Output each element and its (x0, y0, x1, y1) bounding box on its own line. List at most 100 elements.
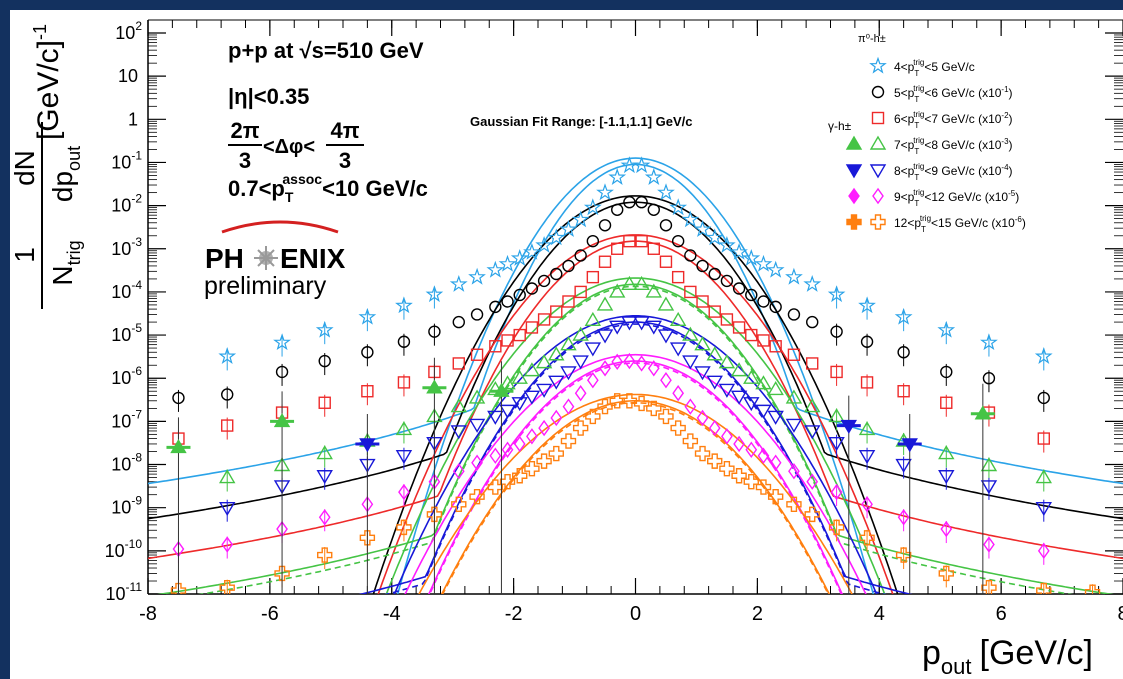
y-tick-label: 10-2 (111, 192, 142, 216)
y-tick-label: 10-10 (105, 537, 143, 561)
data-point (861, 496, 873, 513)
data-point (560, 336, 577, 351)
data-point (860, 376, 874, 389)
svg-text:dpout: dpout (47, 146, 84, 202)
data-point (827, 285, 846, 303)
filled-data-point (426, 379, 443, 394)
y-axis-fraction: 1 Ntrig (9, 201, 84, 309)
data-point (523, 243, 541, 260)
legend-marker-filled (845, 164, 863, 179)
annotation-passoc: 0.7<pTassoc<10 GeV/c (228, 171, 428, 205)
data-point (611, 242, 624, 255)
data-point (221, 388, 234, 401)
data-point (755, 404, 772, 419)
data-point (721, 428, 733, 445)
y-tick-label: 10-1 (111, 148, 142, 172)
data-point (785, 418, 803, 433)
data-point (526, 428, 538, 445)
data-point (489, 447, 502, 464)
x-tick-label: 8 (1117, 603, 1123, 625)
data-point (1035, 469, 1052, 484)
gauss-fit-1 (372, 195, 899, 594)
data-point (718, 383, 736, 398)
filled-data-point (170, 438, 187, 454)
data-point (470, 348, 484, 361)
data-point (787, 348, 801, 361)
data-point (358, 307, 377, 325)
data-point (572, 355, 589, 370)
data-point (743, 397, 760, 412)
legend-label: 12<pTtrig<15 GeV/c (x10-6) (894, 214, 1026, 234)
data-point (743, 369, 760, 384)
data-point (983, 536, 995, 553)
y-tick-label: 10-5 (111, 321, 142, 345)
annotation-dphi: 2π 3 <Δφ< 4π 3 (228, 118, 364, 173)
data-point (733, 435, 745, 453)
data-point (498, 254, 517, 272)
y-axis-pre-den: N (47, 265, 78, 285)
data-point (574, 285, 587, 299)
data-point (682, 355, 699, 370)
data-point (586, 270, 600, 284)
data-point (471, 454, 483, 471)
filled-data-point (493, 382, 510, 397)
data-point (562, 295, 575, 308)
data-point (635, 355, 648, 372)
data-point (766, 260, 785, 278)
legend-marker-filled (848, 187, 860, 205)
x-axis-label: pout [GeV/c] (922, 634, 1093, 679)
fit-curve-5 (428, 360, 843, 594)
data-point (684, 249, 697, 262)
data-point (468, 389, 486, 404)
filled-data-point (974, 405, 992, 420)
data-point (1034, 347, 1053, 365)
x-axis-label-unit: [GeV/c] (980, 634, 1093, 672)
data-point (449, 274, 468, 292)
data-point (806, 473, 819, 490)
data-point (623, 195, 636, 209)
data-point (659, 219, 673, 232)
fit-curve-3 (157, 283, 1114, 594)
annotation-dphi-den-left: 3 (239, 148, 251, 173)
data-point (548, 375, 565, 390)
svg-text:[GeV/c]-1: [GeV/c]-1 (30, 24, 65, 140)
x-axis-label-main: p (922, 634, 941, 672)
data-point (274, 565, 290, 582)
data-point (669, 311, 687, 326)
data-point (769, 454, 782, 471)
data-point (611, 353, 624, 371)
legend-marker (869, 56, 887, 74)
annotation-dphi-num-right: 4π (330, 118, 359, 143)
legend-label: 8<pTtrig<9 GeV/c (x10-4) (894, 162, 1013, 182)
data-point (597, 398, 613, 415)
data-point (858, 450, 876, 465)
data-point (788, 463, 800, 480)
data-point (660, 371, 672, 389)
data-point (694, 366, 711, 381)
data-point (398, 483, 410, 501)
data-point (535, 354, 553, 369)
data-point (487, 410, 504, 425)
data-point (859, 530, 875, 546)
annotation-fit-range: Gaussian Fit Range: [-1.1,1.1] GeV/c (470, 114, 693, 129)
data-point (732, 321, 746, 334)
data-point (767, 410, 784, 425)
data-point (397, 376, 411, 389)
data-point (450, 398, 467, 413)
data-point (718, 235, 736, 253)
data-point (670, 420, 686, 436)
data-point (501, 441, 514, 458)
legend-marker (872, 187, 884, 205)
data-point (659, 255, 673, 268)
data-point (804, 506, 820, 523)
data-point (512, 468, 528, 484)
logo-text-left: PH (205, 243, 244, 274)
filled-data-point (359, 438, 376, 453)
y-axis-label: [GeV/c]-1 (30, 24, 65, 140)
data-point (682, 326, 699, 341)
data-point (172, 391, 185, 405)
y-axis-den: dp (47, 171, 78, 202)
data-point (767, 381, 784, 396)
y-tick-label: 10-8 (111, 451, 142, 475)
data-point (785, 389, 803, 404)
